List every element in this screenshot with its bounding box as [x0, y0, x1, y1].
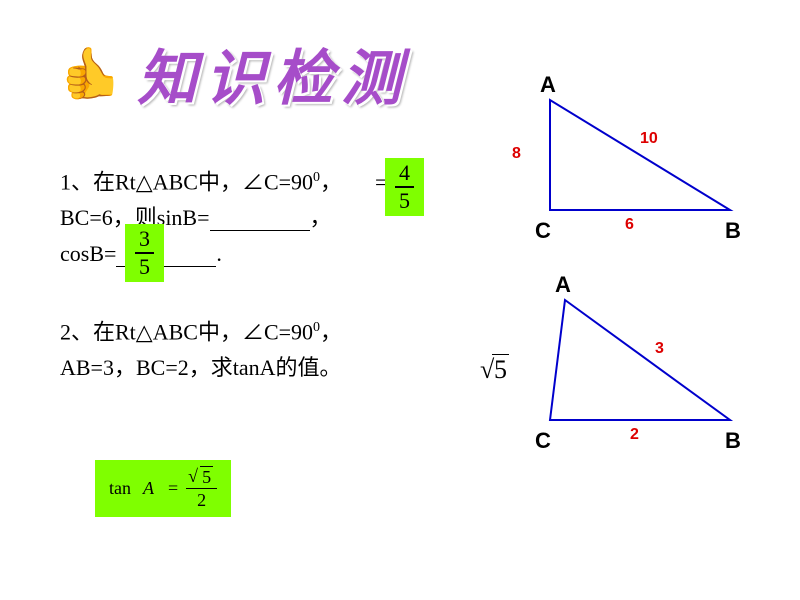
thumb-icon: 👍	[60, 44, 122, 103]
vertex-A2: A	[555, 272, 571, 298]
edge-CB: 6	[625, 216, 634, 234]
vertex-B2: B	[725, 428, 741, 454]
edge-AC: 8	[512, 145, 521, 163]
edge-CB2: 2	[630, 426, 639, 444]
answer-cosB: 3 5	[125, 224, 164, 282]
edge-AB2: 3	[655, 340, 664, 358]
triangle-2: A C B 3 2 5	[530, 290, 750, 470]
title-text: 知识检测	[137, 30, 409, 117]
edge-AC2: 5	[482, 355, 509, 385]
problem-2: 2、在Rt△ABC中，∠C=900， AB=3，BC=2，求tanA的值。	[60, 310, 480, 386]
vertex-C: C	[535, 218, 551, 244]
vertex-A: A	[540, 72, 556, 98]
triangle-1: A C B 8 10 6	[530, 90, 750, 260]
answer-sinB: 4 5	[385, 158, 424, 216]
title: 👍 知识检测	[60, 30, 409, 117]
vertex-C2: C	[535, 428, 551, 454]
vertex-B: B	[725, 218, 741, 244]
answer-tanA: tan A = 5 2	[95, 460, 231, 517]
edge-AB: 10	[640, 130, 658, 148]
